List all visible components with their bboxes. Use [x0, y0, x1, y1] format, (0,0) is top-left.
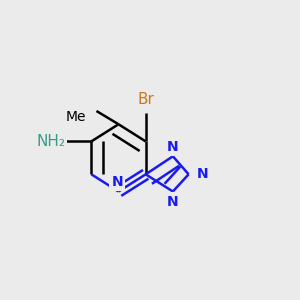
- Text: Me: Me: [65, 110, 86, 124]
- Text: N: N: [167, 194, 179, 208]
- Text: N: N: [197, 167, 209, 181]
- Text: N: N: [111, 175, 123, 189]
- Text: N: N: [167, 140, 179, 154]
- Text: NH₂: NH₂: [37, 134, 66, 149]
- Text: Br: Br: [137, 92, 154, 107]
